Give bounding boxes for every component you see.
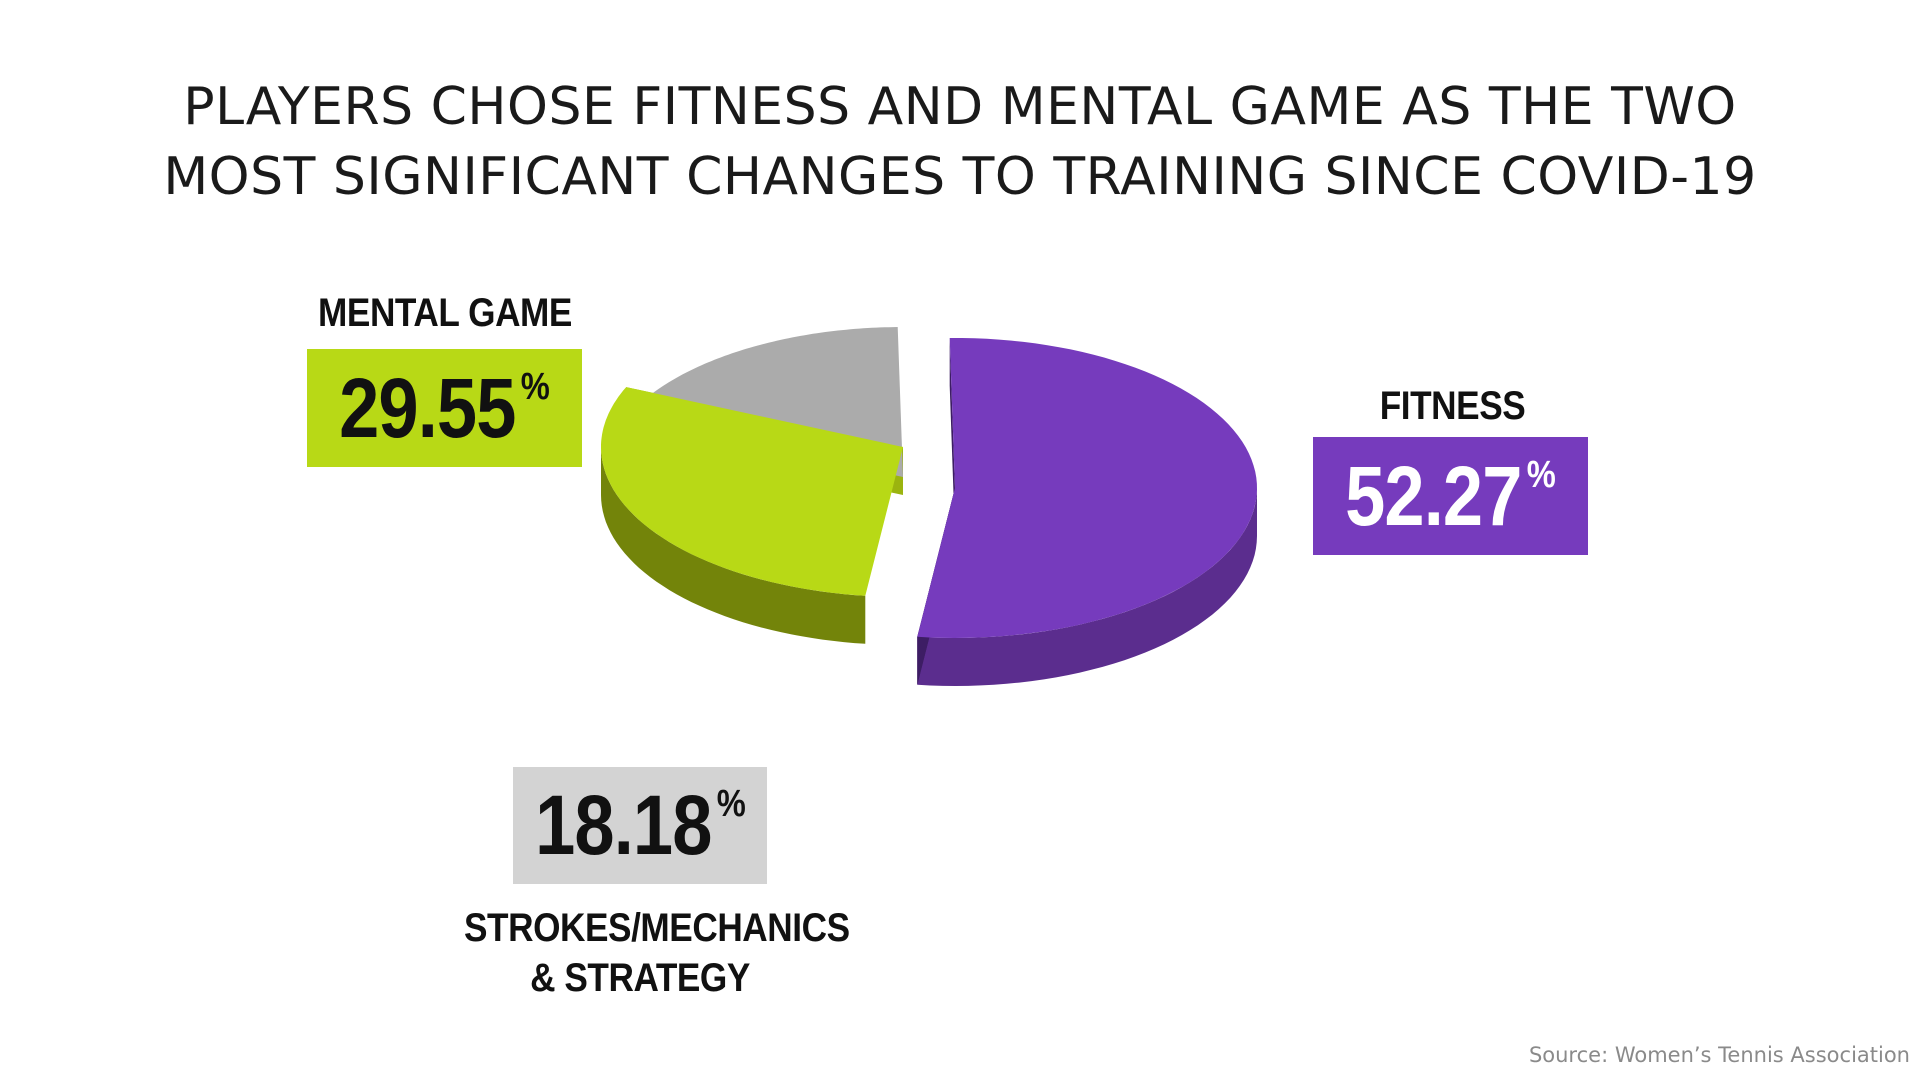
mental-game-value-label: 29.55% [339, 360, 551, 457]
mental-game-category-label: MENTAL GAME [318, 291, 572, 335]
mental-game-percent-symbol: % [521, 365, 550, 408]
strokes-category-line-1: STROKES/MECHANICS [464, 906, 850, 950]
mental-game-slice-side [601, 447, 866, 644]
strokes-category-label: STROKES/MECHANICS & STRATEGY [464, 903, 850, 1003]
chart-title-line-2: MOST SIGNIFICANT CHANGES TO TRAINING SIN… [163, 147, 1757, 207]
mental-game-slice [601, 387, 903, 596]
fitness-value-label: 52.27% [1345, 448, 1557, 545]
fitness-value-box: 52.27% [1313, 437, 1588, 555]
strokes-value-box: 18.18% [513, 767, 767, 884]
chart-title: PLAYERS CHOSE FITNESS AND MENTAL GAME AS… [60, 72, 1860, 212]
chart-title-line-1: PLAYERS CHOSE FITNESS AND MENTAL GAME AS… [183, 77, 1737, 137]
fitness-percent-symbol: % [1527, 453, 1556, 496]
fitness-slice [917, 338, 1257, 638]
strokes-category-line-2: & STRATEGY [530, 956, 750, 1000]
strokes-value: 18.18 [535, 778, 712, 872]
fitness-value: 52.27 [1345, 448, 1523, 543]
fitness-category-label: FITNESS [1379, 384, 1526, 428]
strokes-percent-symbol: % [716, 783, 746, 825]
mental-game-value: 29.55 [339, 360, 517, 455]
fitness-slice-cut [949, 338, 955, 536]
fitness-slice-side [917, 488, 1257, 686]
strokes-value-label: 18.18% [535, 777, 746, 874]
source-note: Source: Women’s Tennis Association [1528, 1043, 1910, 1067]
mental-game-value-box: 29.55% [307, 349, 582, 467]
